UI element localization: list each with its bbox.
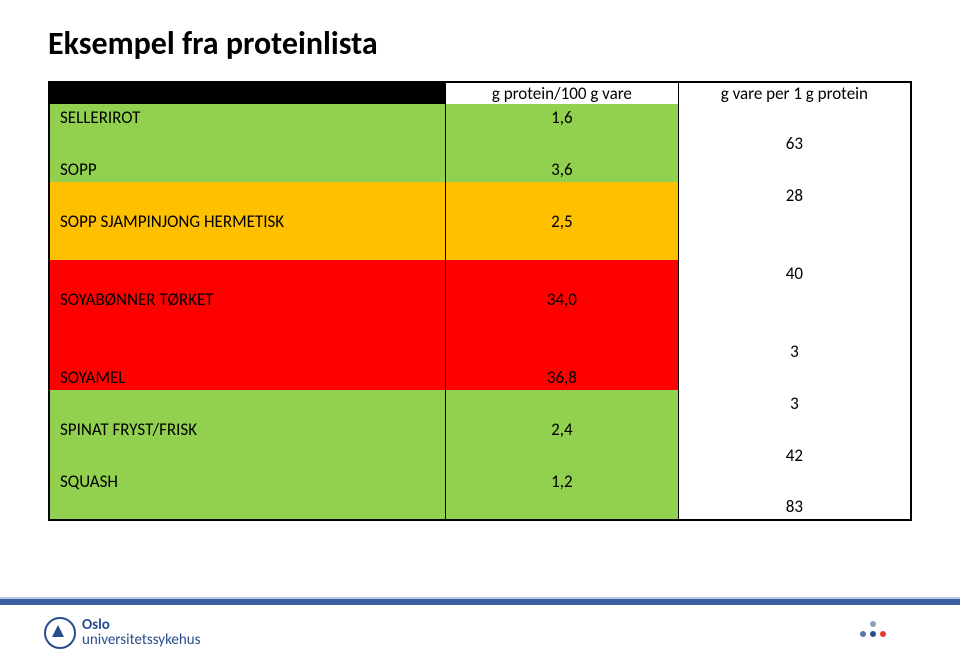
grams-per-1g-protein xyxy=(678,156,911,182)
grams-per-1g-protein xyxy=(678,468,911,494)
food-name xyxy=(49,130,446,156)
table-row: 83 xyxy=(49,494,911,520)
footer-logo: Oslo universitetssykehus xyxy=(44,617,201,649)
table-row xyxy=(49,234,911,260)
food-name xyxy=(49,234,446,260)
protein-table: g protein/100 g vareg vare per 1 g prote… xyxy=(48,81,912,521)
protein-per-100g: 2,4 xyxy=(446,416,679,442)
protein-per-100g xyxy=(446,130,679,156)
protein-per-100g xyxy=(446,260,679,286)
protein-per-100g: 3,6 xyxy=(446,156,679,182)
footer-dots-icon xyxy=(860,621,890,641)
grams-per-1g-protein xyxy=(678,286,911,312)
food-name: SOPP xyxy=(49,156,446,182)
table-row: 3 xyxy=(49,390,911,416)
protein-per-100g: 1,2 xyxy=(446,468,679,494)
protein-per-100g xyxy=(446,338,679,364)
food-name xyxy=(49,494,446,520)
table-row: SELLERIROT1,6 xyxy=(49,104,911,130)
grams-per-1g-protein: 42 xyxy=(678,442,911,468)
protein-per-100g xyxy=(446,234,679,260)
protein-per-100g xyxy=(446,442,679,468)
food-name xyxy=(49,312,446,338)
logo-text-line2: universitetssykehus xyxy=(82,633,201,648)
protein-per-100g xyxy=(446,494,679,520)
grams-per-1g-protein xyxy=(678,364,911,390)
header-strip xyxy=(49,82,446,104)
protein-per-100g: 2,5 xyxy=(446,208,679,234)
grams-per-1g-protein xyxy=(678,234,911,260)
food-name: SELLERIROT xyxy=(49,104,446,130)
table-row: 63 xyxy=(49,130,911,156)
food-name: SOPP SJAMPINJONG HERMETISK xyxy=(49,208,446,234)
table-row xyxy=(49,312,911,338)
grams-per-1g-protein: 3 xyxy=(678,338,911,364)
slide-title: Eksempel fra proteinlista xyxy=(48,24,912,63)
food-name xyxy=(49,182,446,208)
food-name: SQUASH xyxy=(49,468,446,494)
table-row: SOPP SJAMPINJONG HERMETISK2,5 xyxy=(49,208,911,234)
food-name xyxy=(49,260,446,286)
food-name xyxy=(49,338,446,364)
protein-per-100g: 36,8 xyxy=(446,364,679,390)
food-name xyxy=(49,390,446,416)
protein-per-100g xyxy=(446,312,679,338)
table-row: SQUASH1,2 xyxy=(49,468,911,494)
grams-per-1g-protein xyxy=(678,312,911,338)
table-row: SPINAT FRYST/FRISK2,4 xyxy=(49,416,911,442)
table-row: SOYABØNNER TØRKET34,0 xyxy=(49,286,911,312)
logo-mark-icon xyxy=(44,617,76,649)
table-row: SOYAMEL36,8 xyxy=(49,364,911,390)
col-header-value: g protein/100 g vare xyxy=(446,82,679,104)
protein-per-100g xyxy=(446,182,679,208)
grams-per-1g-protein: 83 xyxy=(678,494,911,520)
table-row: 3 xyxy=(49,338,911,364)
grams-per-1g-protein xyxy=(678,416,911,442)
table-row: SOPP3,6 xyxy=(49,156,911,182)
grams-per-1g-protein xyxy=(678,208,911,234)
table-row: 28 xyxy=(49,182,911,208)
grams-per-1g-protein xyxy=(678,104,911,130)
footer-bar xyxy=(0,599,960,605)
grams-per-1g-protein: 3 xyxy=(678,390,911,416)
protein-per-100g: 1,6 xyxy=(446,104,679,130)
col-header-per: g vare per 1 g protein xyxy=(678,82,911,104)
grams-per-1g-protein: 40 xyxy=(678,260,911,286)
protein-per-100g: 34,0 xyxy=(446,286,679,312)
food-name: SOYABØNNER TØRKET xyxy=(49,286,446,312)
food-name: SPINAT FRYST/FRISK xyxy=(49,416,446,442)
table-row: 40 xyxy=(49,260,911,286)
table-row: g protein/100 g vareg vare per 1 g prote… xyxy=(49,82,911,104)
table-row: 42 xyxy=(49,442,911,468)
grams-per-1g-protein: 63 xyxy=(678,130,911,156)
food-name xyxy=(49,442,446,468)
food-name: SOYAMEL xyxy=(49,364,446,390)
protein-per-100g xyxy=(446,390,679,416)
grams-per-1g-protein: 28 xyxy=(678,182,911,208)
